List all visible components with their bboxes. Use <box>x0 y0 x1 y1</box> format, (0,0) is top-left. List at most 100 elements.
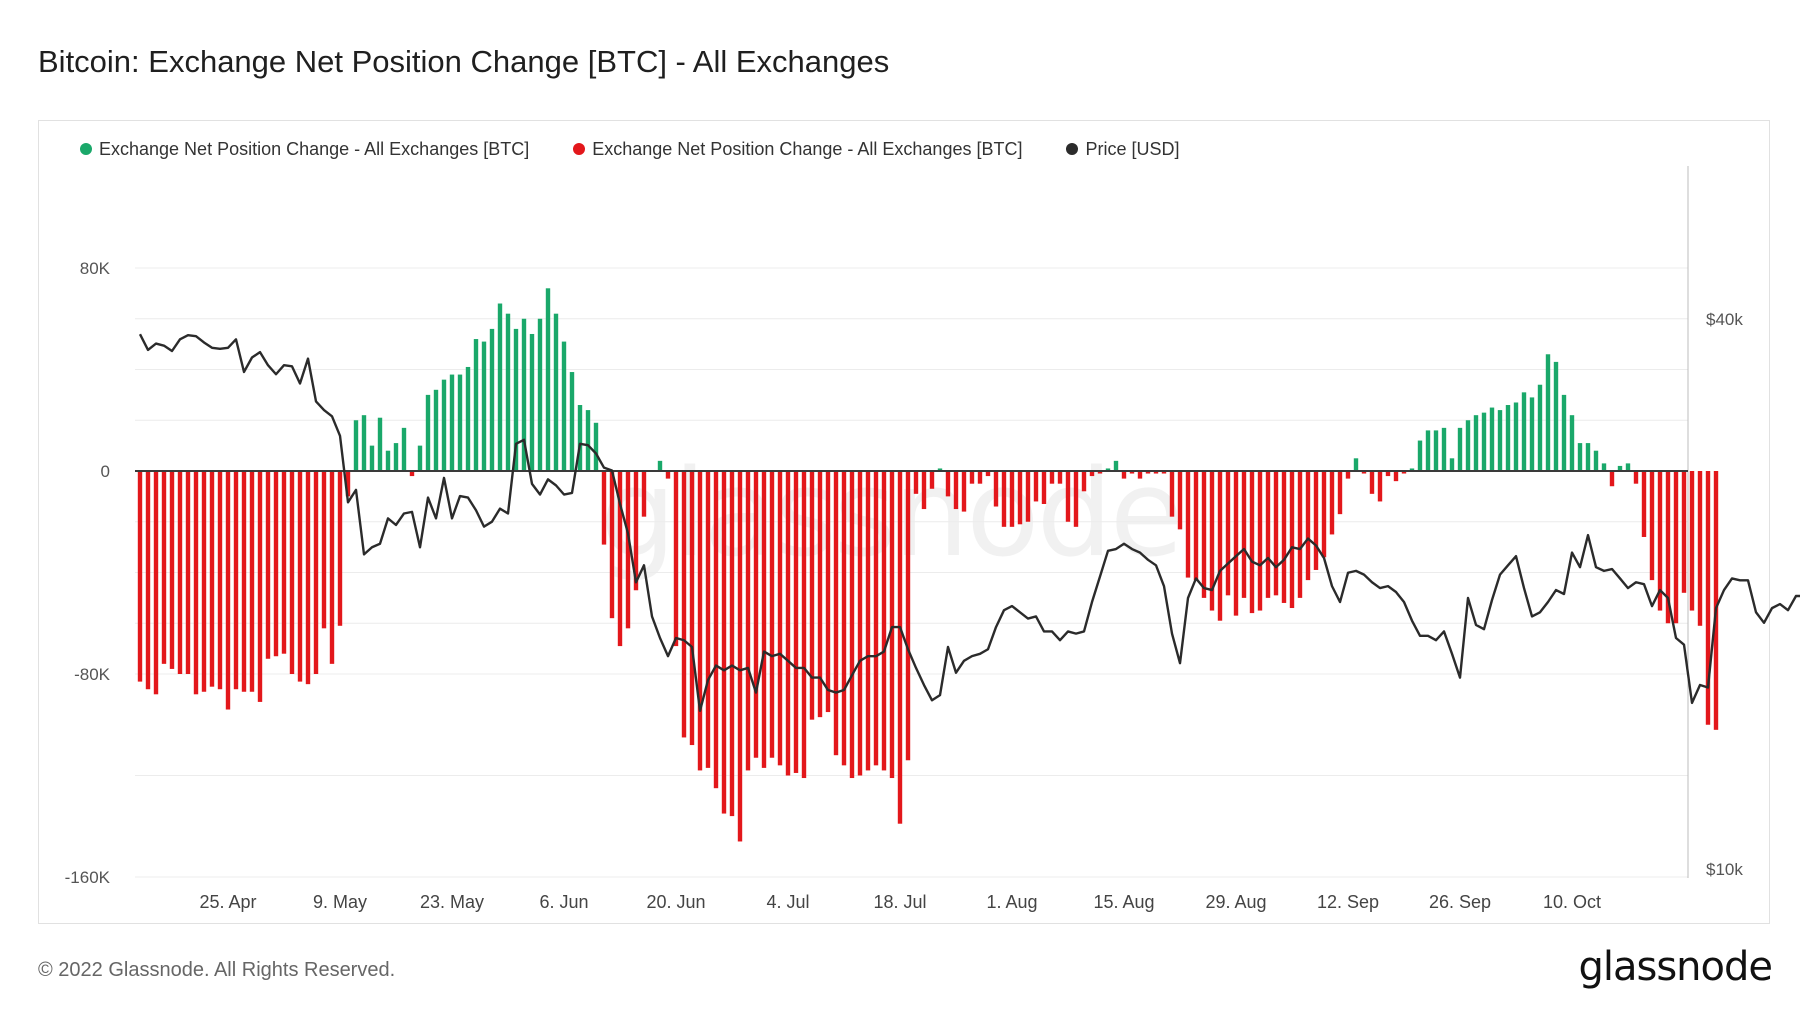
bar-outflow <box>969 471 975 484</box>
bar-inflow <box>369 445 375 472</box>
bar-inflow <box>593 422 599 471</box>
bar-outflow <box>1177 471 1183 530</box>
bar-outflow <box>1393 471 1399 482</box>
bar-outflow <box>1289 471 1295 609</box>
bar-outflow <box>753 471 759 758</box>
y-left-tick-label: 0 <box>101 462 110 481</box>
bar-inflow <box>585 410 591 471</box>
bar-outflow <box>1129 471 1135 474</box>
bar-outflow <box>1297 471 1303 598</box>
bar-inflow <box>537 318 543 471</box>
bar-outflow <box>881 471 887 771</box>
copyright-footer: © 2022 Glassnode. All Rights Reserved. <box>38 959 396 981</box>
bar-inflow <box>1577 443 1583 471</box>
bar-outflow <box>673 471 679 647</box>
bar-outflow <box>625 471 631 629</box>
bar-outflow <box>1305 471 1311 581</box>
bar-inflow <box>481 341 487 471</box>
bar-outflow <box>281 471 287 654</box>
bar-outflow <box>977 471 983 484</box>
price-line <box>138 333 1800 712</box>
bar-inflow <box>393 443 399 471</box>
bar-outflow <box>1313 471 1319 570</box>
bar-outflow <box>185 471 191 674</box>
bar-outflow <box>193 471 199 695</box>
y-right-tick-label: $10k <box>1706 860 1743 879</box>
bar-outflow <box>257 471 263 702</box>
bar-inflow <box>1585 443 1591 471</box>
bar-outflow <box>793 471 799 773</box>
bar-inflow <box>1449 458 1455 471</box>
bar-inflow <box>449 374 455 471</box>
bar-outflow <box>273 471 279 657</box>
bar-inflow <box>1617 465 1623 471</box>
bar-inflow <box>1465 420 1471 471</box>
bar-outflow <box>641 471 647 517</box>
bar-inflow <box>1433 430 1439 471</box>
legend-label-inflow: Exchange Net Position Change - All Excha… <box>99 138 530 159</box>
bar-inflow <box>1105 468 1111 471</box>
bar-inflow <box>361 415 367 471</box>
bar-outflow <box>241 471 247 692</box>
bar-inflow <box>401 427 407 471</box>
bar-outflow <box>1633 471 1639 484</box>
y-left-tick-label: 80K <box>80 259 111 278</box>
bar-outflow <box>233 471 239 690</box>
x-tick-label: 4. Jul <box>766 892 809 912</box>
bar-inflow <box>521 318 527 471</box>
bar-outflow <box>745 471 751 771</box>
bar-inflow <box>489 328 495 471</box>
bar-outflow <box>1049 471 1055 484</box>
bar-inflow <box>1481 412 1487 471</box>
bar-outflow <box>633 471 639 591</box>
bar-outflow <box>137 471 143 682</box>
bar-outflow <box>945 471 951 497</box>
bar-outflow <box>905 471 911 761</box>
bar-outflow <box>609 471 615 619</box>
bar-outflow <box>329 471 335 664</box>
bar-outflow <box>1217 471 1223 621</box>
bar-inflow <box>465 366 471 471</box>
bar-inflow <box>1409 468 1415 471</box>
bar-inflow <box>1553 361 1559 471</box>
bar-inflow <box>1417 440 1423 471</box>
legend-label-outflow: Exchange Net Position Change - All Excha… <box>592 138 1023 159</box>
legend-item-inflow[interactable]: Exchange Net Position Change - All Excha… <box>80 139 529 160</box>
legend-item-outflow[interactable]: Exchange Net Position Change - All Excha… <box>573 139 1022 160</box>
bar-outflow <box>1137 471 1143 479</box>
bar-inflow <box>513 328 519 471</box>
y-right-tick-label: $40k <box>1706 310 1743 329</box>
bar-outflow <box>1705 471 1711 725</box>
bar-inflow <box>1441 427 1447 471</box>
bar-inflow <box>1569 415 1575 471</box>
y-left-tick-label: -160K <box>65 868 111 887</box>
bar-inflow <box>457 374 463 471</box>
x-tick-label: 23. May <box>420 892 484 912</box>
x-tick-label: 29. Aug <box>1205 892 1266 912</box>
bar-inflow <box>1593 450 1599 471</box>
x-tick-label: 26. Sep <box>1429 892 1491 912</box>
bar-outflow <box>809 471 815 720</box>
bar-outflow <box>601 471 607 545</box>
bar-inflow <box>473 339 479 471</box>
bar-outflow <box>1169 471 1175 517</box>
bar-outflow <box>1281 471 1287 603</box>
bar-outflow <box>665 471 671 479</box>
bar-inflow <box>1561 394 1567 472</box>
bar-inflow <box>529 333 535 471</box>
bar-inflow <box>937 468 943 471</box>
bar-outflow <box>1017 471 1023 525</box>
bar-outflow <box>1193 471 1199 581</box>
bar-outflow <box>913 471 919 494</box>
chart-title: Bitcoin: Exchange Net Position Change [B… <box>38 44 890 79</box>
brand-logo: glassnode <box>1578 944 1773 990</box>
bar-inflow <box>441 379 447 471</box>
bar-outflow <box>1121 471 1127 479</box>
legend-item-price[interactable]: Price [USD] <box>1066 138 1180 160</box>
bar-outflow <box>409 471 415 477</box>
bar-inflow <box>433 389 439 471</box>
bar-outflow <box>1401 471 1407 474</box>
legend-label-price: Price [USD] <box>1085 138 1180 159</box>
bar-outflow <box>217 471 223 690</box>
